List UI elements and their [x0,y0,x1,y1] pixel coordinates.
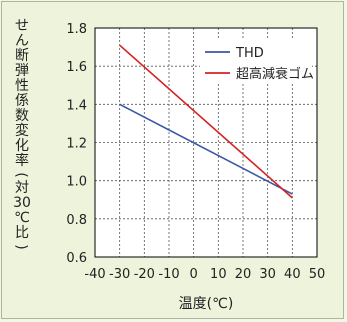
y-axis-title-char: ℃ [14,210,30,226]
x-tick-label: 30 [259,267,276,282]
y-axis-title-char: 数 [15,108,29,124]
x-tick-label: -30 [109,267,130,282]
series-line [119,103,293,195]
y-axis-title-char: 30 [13,195,31,211]
x-tick-label: -10 [158,267,179,282]
x-axis-title: 温度(℃) [179,296,234,312]
legend: THD 超高減衰ゴム [200,40,314,83]
y-axis-title-char: 性 [15,78,29,94]
series-line [119,44,293,199]
y-tick-label: 1.2 [66,137,87,152]
y-tick-label: 1.8 [66,22,87,37]
y-tick-label: 1.4 [66,98,87,113]
y-axis-title-char: 係 [15,93,29,109]
x-tick-label: -40 [84,267,105,282]
y-tick-label: 0.8 [66,213,87,228]
y-axis-title-char: 断 [15,48,29,64]
legend-box [200,40,312,83]
y-axis-title-char: ( [13,172,29,177]
legend-label: 超高減衰ゴム [236,66,314,82]
y-axis-title-char: 弾 [15,63,29,79]
plot-area [94,27,318,258]
x-tick-label: 10 [210,267,227,282]
series-layer [119,44,293,199]
legend-label: THD [235,46,264,61]
y-axis-title-char: せ [15,18,29,34]
x-tick-label: 20 [235,267,252,282]
tick-labels: -40 -30 -20 -10 0 10 20 30 40 50 0.6 0.8 1.0 1.2 1.4 1.… [66,22,325,282]
y-axis-title-char: 比 [15,225,29,241]
y-axis-title-char: 変 [15,122,29,139]
y-tick-label: 0.6 [66,251,87,266]
y-tick-label: 1.0 [66,175,87,190]
y-axis-title-char: 対 [15,180,29,196]
x-tick-label: 50 [309,267,326,282]
y-axis-title-char: ん [15,33,29,49]
x-tick-label: 0 [190,267,198,282]
y-axis-title-char: 化 [15,138,29,154]
x-tick-label: 40 [284,267,301,282]
x-tick-label: -20 [134,267,155,282]
y-axis-title-char: 率 [15,152,29,169]
y-axis-title-char: ) [13,244,29,249]
y-tick-label: 1.6 [66,60,87,75]
